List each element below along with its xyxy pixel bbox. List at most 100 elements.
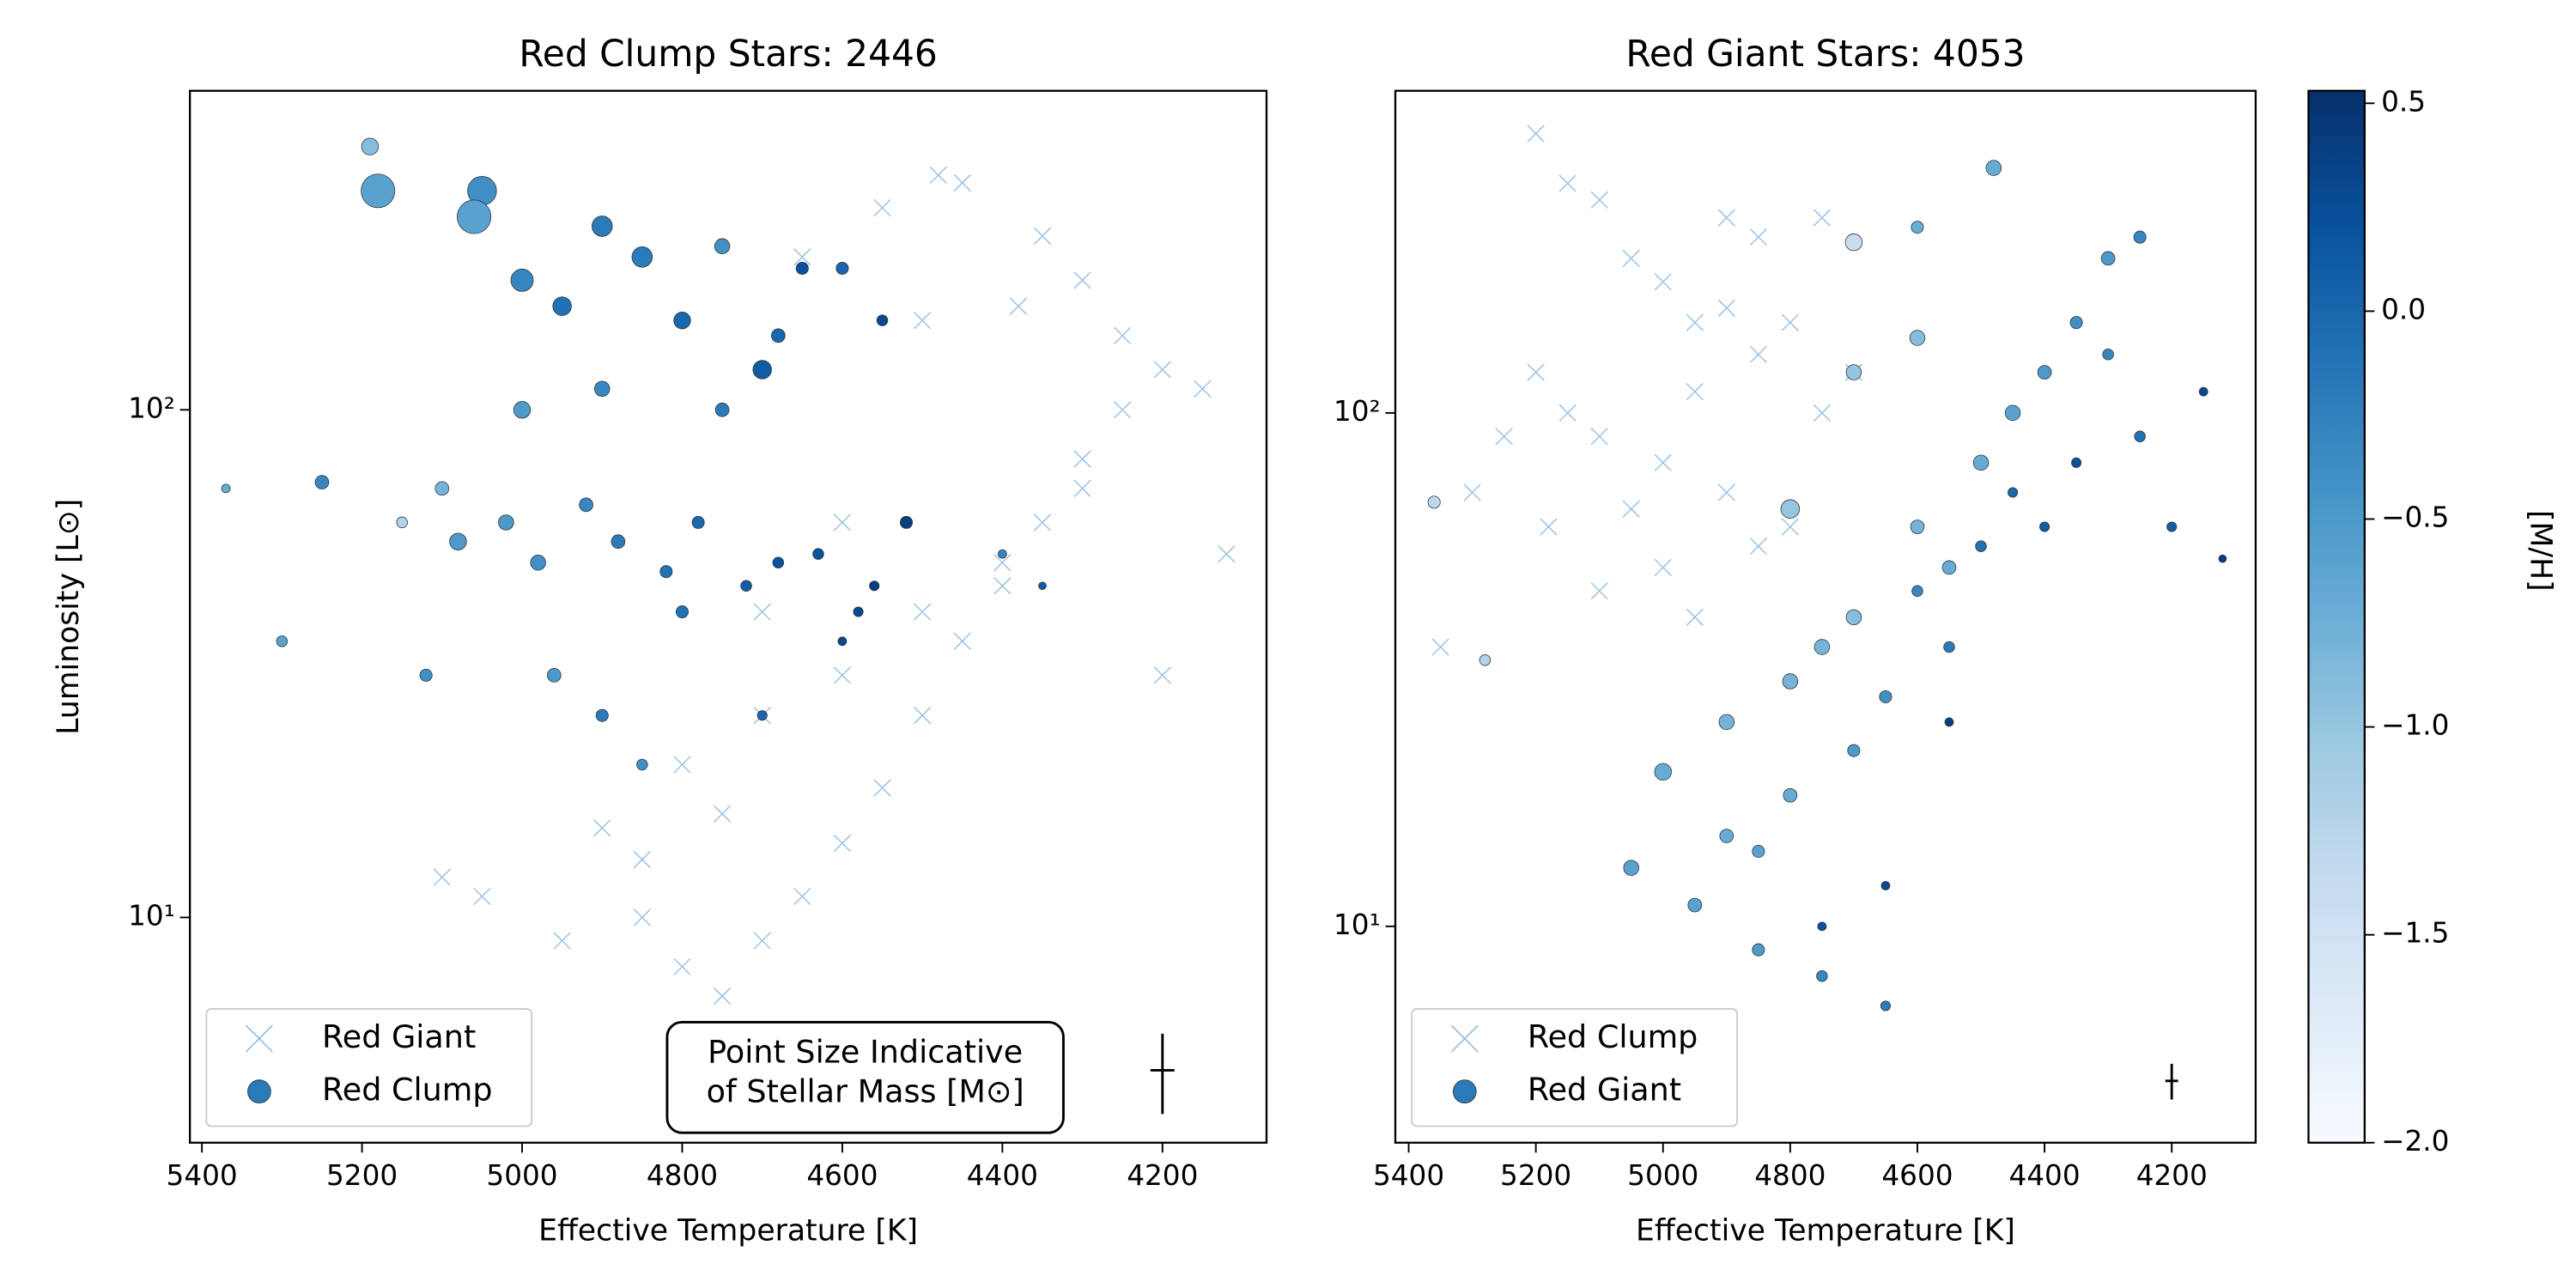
cross-point bbox=[1558, 404, 1577, 422]
cross-point bbox=[1686, 382, 1704, 401]
circle-point bbox=[498, 514, 514, 531]
annotation-text: Point Size Indicative bbox=[708, 1033, 1023, 1070]
circle-point bbox=[2198, 386, 2208, 397]
circle-point bbox=[1943, 641, 1955, 653]
legend-label: Red Giant bbox=[1528, 1072, 1681, 1109]
circle-point bbox=[675, 605, 689, 619]
cross-point bbox=[1654, 558, 1672, 577]
cross-point bbox=[793, 887, 811, 906]
circle-point bbox=[795, 261, 809, 275]
circle-point bbox=[2071, 457, 2082, 468]
cross-point bbox=[1622, 249, 1640, 268]
circle-point bbox=[1911, 221, 1924, 234]
circle-point bbox=[837, 636, 848, 647]
legend-box bbox=[1411, 1008, 1739, 1127]
cross-point bbox=[833, 666, 852, 684]
legend-marker bbox=[1450, 1024, 1479, 1053]
cross-point bbox=[1654, 453, 1672, 471]
cross-point bbox=[1431, 638, 1449, 656]
cross-point bbox=[1590, 428, 1608, 446]
cross-point bbox=[1590, 582, 1608, 600]
cross-point bbox=[993, 554, 1012, 572]
circle-point bbox=[2069, 316, 2083, 330]
cross-point bbox=[953, 173, 971, 192]
circle-point bbox=[1847, 744, 1861, 757]
circle-point bbox=[691, 515, 705, 529]
cross-point bbox=[1686, 313, 1704, 331]
circle-point bbox=[530, 555, 546, 571]
circle-point bbox=[1782, 673, 1799, 690]
cross-point bbox=[1073, 271, 1091, 289]
cross-point bbox=[1033, 227, 1052, 245]
cross-point bbox=[433, 868, 451, 886]
circle-point bbox=[314, 475, 330, 489]
axes-frame bbox=[189, 89, 1268, 1144]
cross-point bbox=[593, 819, 611, 837]
circle-point bbox=[1479, 654, 1492, 666]
x-tick-label: 4400 bbox=[967, 1159, 1038, 1192]
circle-point bbox=[591, 216, 613, 237]
cross-point bbox=[1749, 345, 1768, 363]
cross-point bbox=[833, 834, 852, 853]
circle-point bbox=[361, 137, 380, 155]
circle-point bbox=[740, 580, 752, 592]
x-tick-label: 4800 bbox=[1754, 1159, 1826, 1192]
circle-point bbox=[1816, 970, 1828, 982]
circle-point bbox=[1817, 921, 1827, 932]
cross-point bbox=[929, 166, 947, 185]
cross-point bbox=[673, 756, 691, 774]
cross-point bbox=[1153, 361, 1171, 379]
circle-point bbox=[714, 238, 731, 255]
circle-point bbox=[594, 380, 611, 398]
cross-point bbox=[1558, 174, 1577, 192]
circle-point bbox=[510, 268, 534, 292]
legend-box bbox=[205, 1008, 533, 1127]
cross-point bbox=[1073, 450, 1091, 468]
circle-point bbox=[2133, 230, 2147, 244]
cross-point bbox=[873, 779, 891, 797]
cross-point bbox=[953, 632, 971, 650]
circle-point bbox=[1623, 860, 1639, 876]
legend-marker bbox=[245, 1024, 273, 1053]
cross-point bbox=[1114, 326, 1132, 345]
circle-point bbox=[1909, 330, 1926, 346]
circle-point bbox=[2037, 365, 2052, 380]
circle-point bbox=[636, 758, 648, 771]
x-axis-label: Effective Temperature [K] bbox=[1636, 1214, 2015, 1249]
circle-point bbox=[853, 606, 864, 617]
x-tick-label: 5000 bbox=[1627, 1159, 1698, 1192]
circle-point bbox=[546, 668, 562, 683]
cross-point bbox=[1114, 401, 1132, 419]
circle-point bbox=[1844, 233, 1863, 252]
colorbar-tick-label: 0.0 bbox=[2381, 293, 2426, 325]
x-axis-label: Effective Temperature [K] bbox=[538, 1214, 918, 1249]
circle-point bbox=[1910, 519, 1925, 534]
circle-point bbox=[434, 481, 450, 496]
cross-point bbox=[1073, 479, 1091, 498]
x-tick-label: 4800 bbox=[647, 1159, 718, 1192]
cross-point bbox=[713, 805, 732, 823]
cross-point bbox=[713, 987, 732, 1005]
circle-point bbox=[2218, 554, 2227, 563]
plot-area bbox=[221, 137, 1236, 1005]
circle-point bbox=[457, 199, 492, 234]
cross-point bbox=[913, 603, 932, 621]
circle-point bbox=[1879, 690, 1893, 703]
cross-point bbox=[1813, 404, 1832, 422]
circle-point bbox=[1780, 499, 1801, 519]
cross-point bbox=[1717, 299, 1735, 318]
cross-point bbox=[793, 248, 811, 266]
circle-point bbox=[1654, 762, 1672, 781]
cross-point bbox=[1654, 273, 1672, 291]
colorbar-label: [M/H] bbox=[2524, 510, 2558, 592]
circle-point bbox=[659, 565, 673, 579]
cross-point bbox=[1527, 363, 1545, 381]
legend-label: Red Giant bbox=[322, 1018, 476, 1055]
circle-point bbox=[772, 556, 785, 568]
circle-point bbox=[2100, 251, 2116, 266]
legend-label: Red Clump bbox=[322, 1072, 493, 1109]
circle-point bbox=[1880, 881, 1891, 890]
circle-point bbox=[513, 401, 532, 419]
y-axis-label: Luminosity [L⊙] bbox=[52, 499, 86, 735]
